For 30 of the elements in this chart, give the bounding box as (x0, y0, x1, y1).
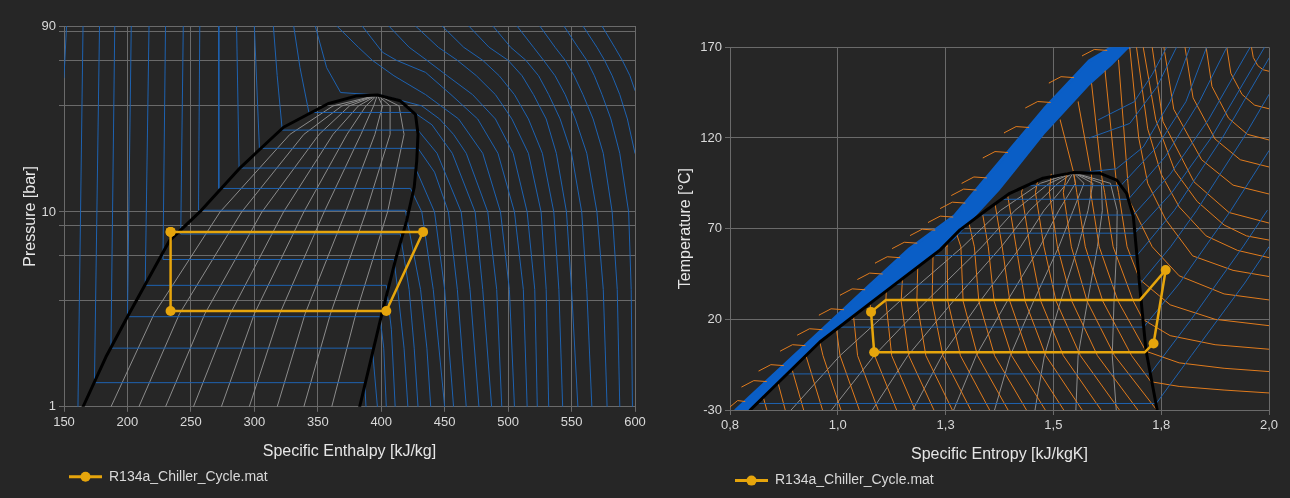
x-axis-title: Specific Enthalpy [kJ/kg] (262, 441, 437, 459)
y-tick-label: 170 (700, 38, 722, 54)
x-tick-label: 600 (624, 414, 646, 430)
y-axis-title: Temperature [°C] (676, 168, 694, 290)
y-tick-label: 1 (48, 398, 56, 414)
y-tick-label: 90 (41, 17, 56, 33)
x-tick-label: 1,3 (936, 417, 955, 433)
x-axis-title: Specific Entropy [kJ/kgK] (911, 445, 1088, 463)
y-tick-label: 70 (707, 220, 722, 236)
x-tick-label: 1,8 (1152, 417, 1171, 433)
legend-label: R134a_Chiller_Cycle.mat (109, 467, 268, 484)
x-tick-label: 0,8 (720, 417, 740, 433)
y-tick-label: 120 (700, 129, 722, 145)
x-tick-label: 150 (53, 414, 75, 430)
y-tick-label: 10 (41, 203, 56, 219)
x-tick-label: 450 (433, 414, 456, 430)
x-tick-label: 1,0 (828, 417, 847, 433)
legend-label: R134a_Chiller_Cycle.mat (775, 471, 934, 488)
x-tick-label: 350 (306, 414, 329, 430)
x-tick-label: 1,5 (1044, 417, 1063, 433)
y-tick-label: -30 (703, 401, 722, 417)
y-tick-label: 20 (707, 310, 722, 326)
x-tick-label: 2,0 (1259, 417, 1279, 433)
x-tick-label: 250 (180, 414, 202, 430)
x-tick-label: 300 (243, 414, 266, 430)
x-tick-label: 200 (116, 414, 139, 430)
y-axis-title: Pressure [bar] (21, 166, 39, 267)
x-tick-label: 500 (497, 414, 519, 430)
x-tick-label: 550 (560, 414, 583, 430)
x-tick-label: 400 (370, 414, 393, 430)
